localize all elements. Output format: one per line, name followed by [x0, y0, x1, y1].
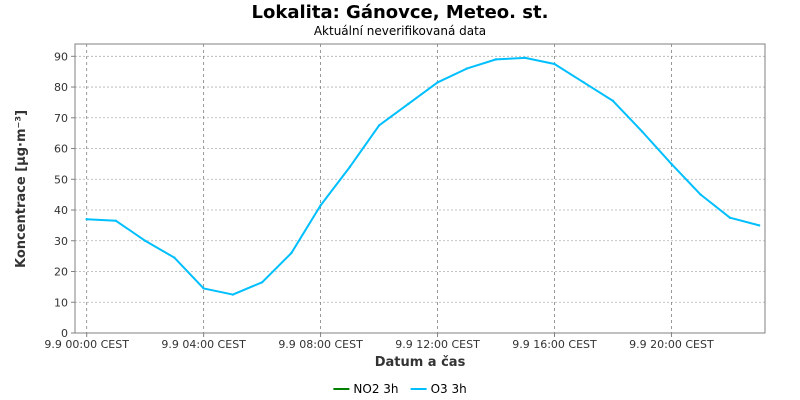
y-tick-label: 80 [54, 81, 68, 94]
x-tick-label: 9.9 16:00 CEST [512, 338, 597, 351]
legend-label: NO2 3h [353, 382, 398, 396]
data-point [173, 256, 176, 259]
y-tick-label: 20 [54, 266, 68, 279]
data-point [757, 224, 761, 227]
legend-item-1: NO2 3h [333, 382, 399, 396]
series-line-2 [86, 56, 760, 296]
series-layer [85, 56, 761, 296]
data-point [260, 281, 264, 284]
data-point [377, 124, 381, 127]
data-point [553, 62, 556, 66]
legend-label: O3 3h [431, 382, 467, 396]
data-point [407, 102, 410, 106]
data-point [494, 58, 498, 61]
legend-item-2: O3 3h [410, 382, 467, 396]
x-tick-label: 9.9 12:00 CEST [395, 338, 480, 351]
data-point [143, 239, 147, 242]
data-point [699, 193, 702, 196]
data-point [114, 219, 118, 222]
x-axis-ticks: 9.9 00:00 CEST 9.9 04:00 CEST 9.9 08:00 CE… [44, 333, 714, 351]
x-tick-label: 9.9 00:00 CEST [44, 338, 129, 351]
data-point [290, 251, 293, 255]
data-point [524, 56, 527, 60]
data-point [728, 216, 732, 219]
data-point [611, 99, 615, 103]
data-point [85, 218, 88, 221]
y-tick-label: 40 [54, 204, 68, 217]
y-tick-label: 90 [54, 50, 68, 63]
data-point [670, 162, 673, 166]
x-tick-label: 9.9 04:00 CEST [161, 338, 246, 351]
y-tick-label: 0 [61, 327, 68, 340]
legend: NO2 3h O3 3h [333, 382, 467, 396]
x-axis-label: Datum a čas [375, 355, 466, 370]
y-tick-label: 10 [54, 296, 68, 309]
data-point [231, 293, 235, 296]
data-point [465, 67, 468, 70]
y-axis-label: Koncentrace [µg·m⁻³] [14, 110, 29, 268]
data-point [319, 204, 322, 207]
grid [75, 44, 765, 333]
data-point [641, 130, 644, 133]
plot-frame [74, 43, 766, 334]
y-tick-label: 50 [54, 173, 68, 186]
x-tick-label: 9.9 08:00 CEST [278, 338, 363, 351]
x-tick-label: 9.9 20:00 CEST [629, 338, 714, 351]
data-point [348, 165, 352, 169]
chart-subtitle: Aktuální neverifikovaná data [314, 24, 486, 38]
y-tick-label: 30 [54, 235, 68, 248]
data-point [582, 81, 585, 84]
plot-area [75, 44, 765, 333]
data-point [202, 287, 205, 290]
data-point [436, 81, 439, 84]
y-tick-label: 60 [54, 143, 68, 156]
y-axis-ticks: 0 10 20 30 40 50 60 70 80 90 [54, 50, 75, 340]
chart-title: Lokalita: Gánovce, Meteo. st. [252, 2, 549, 23]
y-tick-label: 70 [54, 112, 68, 125]
